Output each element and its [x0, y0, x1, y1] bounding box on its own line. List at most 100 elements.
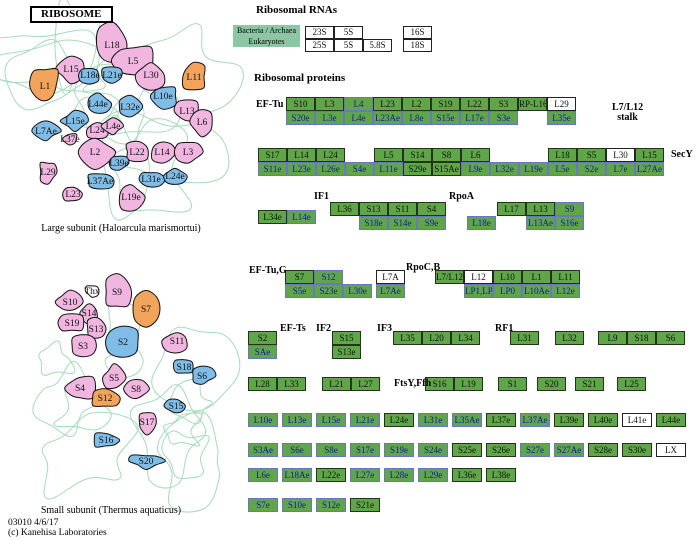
- protein-box-LX[interactable]: LX: [656, 443, 686, 457]
- rrna-box-18S[interactable]: 18S: [403, 39, 432, 52]
- protein-box-L27e[interactable]: L27e: [350, 468, 380, 482]
- protein-box-L11e[interactable]: L11e: [374, 162, 403, 176]
- protein-box-L37Ae[interactable]: L37Ae: [520, 413, 550, 427]
- protein-box-S27Ae[interactable]: S27Ae: [554, 443, 584, 457]
- protein-box-L41e[interactable]: L41e: [622, 413, 652, 427]
- protein-box-L24[interactable]: L24: [316, 148, 345, 162]
- protein-box-S14[interactable]: S14: [403, 148, 432, 162]
- protein-box-L28e[interactable]: L28e: [384, 468, 414, 482]
- protein-box-S11e[interactable]: S11e: [258, 162, 287, 176]
- protein-box-S25e[interactable]: S25e: [452, 443, 482, 457]
- protein-box-L7-L12[interactable]: L7/L12: [435, 270, 464, 284]
- protein-box-L2[interactable]: L2: [402, 97, 431, 111]
- protein-box-L22[interactable]: L22: [460, 97, 489, 111]
- protein-box-L5e[interactable]: L5e: [548, 162, 577, 176]
- protein-box-S17[interactable]: S17: [258, 148, 287, 162]
- protein-box-S3e[interactable]: S3e: [489, 111, 518, 125]
- protein-box-L9[interactable]: L9: [598, 331, 627, 345]
- protein-box-S20[interactable]: S20: [537, 377, 566, 391]
- protein-box-L24e[interactable]: L24e: [384, 413, 414, 427]
- protein-box-L35[interactable]: L35: [393, 331, 422, 345]
- protein-box-LP0[interactable]: LP0: [493, 284, 522, 298]
- protein-box-L6[interactable]: L6: [461, 148, 490, 162]
- protein-box-L12[interactable]: L12: [464, 270, 493, 284]
- protein-box-L30[interactable]: L30: [606, 148, 635, 162]
- protein-box-L7A[interactable]: L7A: [376, 270, 405, 284]
- protein-box-L32[interactable]: L32: [555, 331, 584, 345]
- protein-box-L23e[interactable]: L23e: [287, 162, 316, 176]
- protein-box-S30e[interactable]: S30e: [622, 443, 652, 457]
- protein-box-L20[interactable]: L20: [422, 331, 451, 345]
- protein-box-S4[interactable]: S4: [417, 202, 446, 216]
- protein-box-S24e[interactable]: S24e: [418, 443, 448, 457]
- protein-box-S16[interactable]: S16: [425, 377, 454, 391]
- protein-box-S2[interactable]: S2: [248, 331, 277, 345]
- protein-box-S5e[interactable]: S5e: [285, 284, 314, 298]
- protein-box-S2e[interactable]: S2e: [577, 162, 606, 176]
- rrna-box-5-8S[interactable]: 5.8S: [363, 39, 392, 52]
- protein-box-S21[interactable]: S21: [575, 377, 604, 391]
- protein-box-L7Ae[interactable]: L7Ae: [376, 284, 405, 298]
- protein-box-S13[interactable]: S13: [359, 202, 388, 216]
- protein-box-S8[interactable]: S8: [432, 148, 461, 162]
- protein-box-L23Ae[interactable]: L23Ae: [373, 111, 402, 125]
- protein-box-L34e[interactable]: L34e: [258, 210, 287, 224]
- protein-box-S12[interactable]: S12: [314, 270, 343, 284]
- protein-box-L35e[interactable]: L35e: [547, 111, 576, 125]
- protein-box-S21e[interactable]: S21e: [350, 498, 380, 512]
- protein-box-L36e[interactable]: L36e: [452, 468, 482, 482]
- protein-box-L35Ae[interactable]: L35Ae: [452, 413, 482, 427]
- protein-box-L38e[interactable]: L38e: [486, 468, 516, 482]
- protein-box-L26e[interactable]: L26e: [316, 162, 345, 176]
- protein-box-S13e[interactable]: S13e: [332, 345, 361, 359]
- protein-box-L15e[interactable]: L15e: [316, 413, 346, 427]
- protein-box-L10Ae[interactable]: L10Ae: [522, 284, 551, 298]
- protein-box-L4e[interactable]: L4e: [344, 111, 373, 125]
- rrna-box-5S[interactable]: 5S: [334, 39, 363, 52]
- rrna-box-23S[interactable]: 23S: [305, 26, 334, 39]
- protein-box-L34[interactable]: L34: [451, 331, 480, 345]
- protein-box-L3[interactable]: L3: [315, 97, 344, 111]
- protein-box-S10[interactable]: S10: [286, 97, 315, 111]
- protein-box-L19[interactable]: L19: [454, 377, 483, 391]
- protein-box-S5[interactable]: S5: [577, 148, 606, 162]
- protein-box-S11[interactable]: S11: [388, 202, 417, 216]
- protein-box-L27Ae[interactable]: L27Ae: [635, 162, 664, 176]
- protein-box-L13e[interactable]: L13e: [282, 413, 312, 427]
- protein-box-L15[interactable]: L15: [635, 148, 664, 162]
- protein-box-L14e[interactable]: L14e: [287, 210, 316, 224]
- protein-box-S18[interactable]: S18: [627, 331, 656, 345]
- protein-box-S15Ae[interactable]: S15Ae: [432, 162, 461, 176]
- protein-box-L12e[interactable]: L12e: [551, 284, 580, 298]
- protein-box-S15e[interactable]: S15e: [431, 111, 460, 125]
- protein-box-L3e[interactable]: L3e: [315, 111, 344, 125]
- protein-box-L29e[interactable]: L29e: [418, 468, 448, 482]
- protein-box-S15[interactable]: S15: [332, 331, 361, 345]
- rrna-box-25S[interactable]: 25S: [305, 39, 334, 52]
- protein-box-S6[interactable]: S6: [656, 331, 685, 345]
- protein-box-L13Ae[interactable]: L13Ae: [526, 216, 555, 230]
- protein-box-S3[interactable]: S3: [489, 97, 518, 111]
- protein-box-L31e[interactable]: L31e: [418, 413, 448, 427]
- protein-box-L29[interactable]: L29: [547, 97, 576, 111]
- protein-box-L11[interactable]: L11: [551, 270, 580, 284]
- protein-box-S19e[interactable]: S19e: [384, 443, 414, 457]
- protein-box-L37e[interactable]: L37e: [486, 413, 516, 427]
- protein-box-L18Ae[interactable]: L18Ae: [282, 468, 312, 482]
- protein-box-L36[interactable]: L36: [330, 202, 359, 216]
- protein-box-L30e[interactable]: L30e: [343, 284, 372, 298]
- protein-box-L18[interactable]: L18: [548, 148, 577, 162]
- protein-box-S7[interactable]: S7: [285, 270, 314, 284]
- protein-box-S14e[interactable]: S14e: [388, 216, 417, 230]
- protein-box-L39e[interactable]: L39e: [554, 413, 584, 427]
- protein-box-S4e[interactable]: S4e: [345, 162, 374, 176]
- protein-box-L19e[interactable]: L19e: [519, 162, 548, 176]
- protein-box-SAe[interactable]: SAe: [248, 345, 277, 359]
- protein-box-S27e[interactable]: S27e: [520, 443, 550, 457]
- protein-box-L44e[interactable]: L44e: [656, 413, 686, 427]
- protein-box-L32e[interactable]: L32e: [490, 162, 519, 176]
- protein-box-L4[interactable]: L4: [344, 97, 373, 111]
- protein-box-L28[interactable]: L28: [248, 377, 277, 391]
- protein-box-L21[interactable]: L21: [322, 377, 351, 391]
- protein-box-L21e[interactable]: L21e: [350, 413, 380, 427]
